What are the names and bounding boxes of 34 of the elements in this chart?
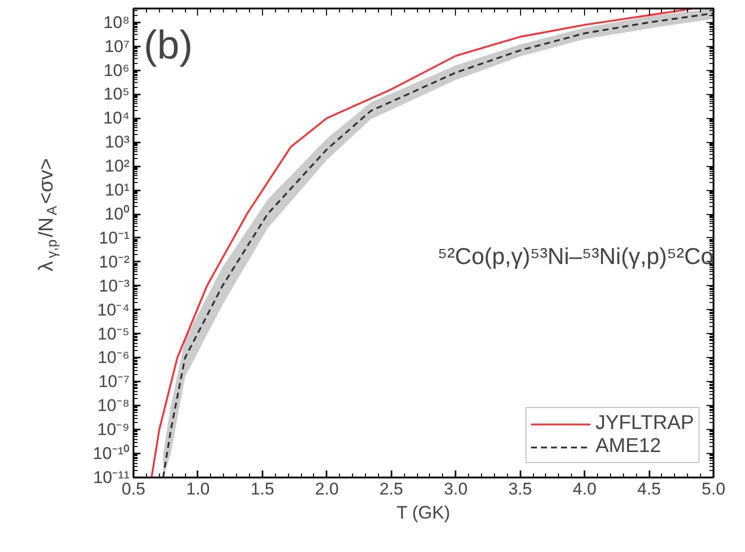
y-tick-label: 10⁻⁵ xyxy=(98,324,130,344)
y-tick-label: 10⁻¹⁰ xyxy=(92,444,130,464)
annotation: ⁵²Co(p,γ)⁵³Ni–⁵³Ni(γ,p)⁵²Co xyxy=(438,243,714,270)
y-tick-label: 10⁻³ xyxy=(98,276,130,296)
x-tick-label: 2.0 xyxy=(315,480,339,498)
x-tick-label: 1.5 xyxy=(250,480,274,498)
y-tick-label: 10¹ xyxy=(104,180,130,200)
y-tick-label: 10⁻⁴ xyxy=(97,300,130,320)
x-tick-label: 2.5 xyxy=(379,480,404,498)
y-tick-label: 10⁻⁶ xyxy=(98,348,130,368)
x-axis-title: T (GK) xyxy=(396,502,450,522)
y-tick-label: 10⁷ xyxy=(104,36,130,56)
x-tick-label: 5.0 xyxy=(702,480,726,498)
y-tick-label: 10³ xyxy=(104,132,130,152)
y-tick-label: 10⁻⁹ xyxy=(97,420,130,440)
y-tick-label: 10⁸ xyxy=(103,12,130,32)
y-tick-label: 10⁵ xyxy=(104,84,130,104)
annotation: (b) xyxy=(144,24,193,68)
x-tick-label: 4.5 xyxy=(637,480,661,498)
y-axis-title: λγ,p/NA<σv> xyxy=(36,158,60,272)
y-tick-label: 10⁰ xyxy=(104,204,130,224)
x-tick-label: 3.5 xyxy=(508,480,532,498)
x-tick-label: 4.0 xyxy=(572,480,596,498)
y-tick-label: 10² xyxy=(104,156,130,176)
y-tick-label: 10⁻⁸ xyxy=(97,396,130,416)
y-tick-label: 10⁴ xyxy=(103,108,130,128)
y-tick-label: 10⁶ xyxy=(104,60,130,80)
y-tick-label: 10⁻⁷ xyxy=(98,372,130,392)
legend-label: JYFLTRAP xyxy=(595,412,694,435)
y-tick-label: 10⁻¹ xyxy=(98,228,130,248)
x-tick-label: 3.0 xyxy=(444,480,468,498)
y-tick-label: 10⁻² xyxy=(98,252,130,272)
x-tick-label: 1.0 xyxy=(186,480,210,498)
legend-label: AME12 xyxy=(595,435,662,458)
